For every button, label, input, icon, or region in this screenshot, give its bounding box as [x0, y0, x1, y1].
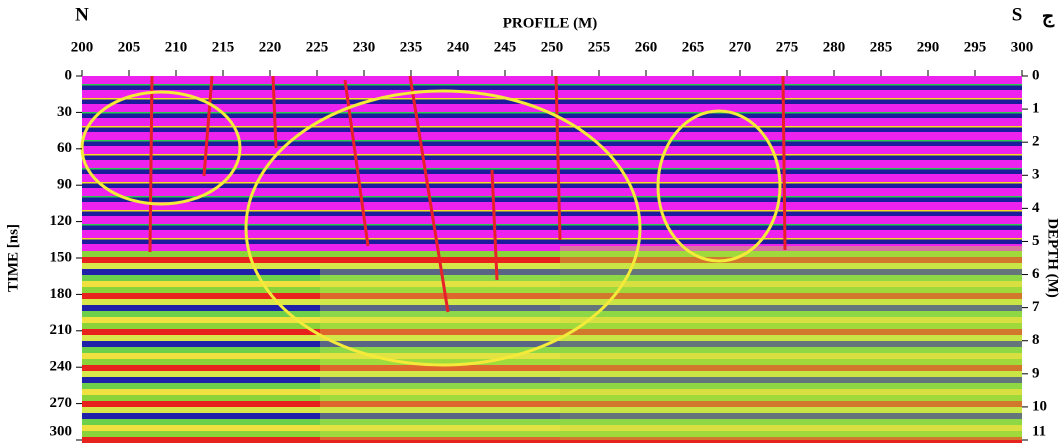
x-tick-label: 230 — [353, 39, 376, 55]
reflector-edge — [82, 224, 1022, 226]
reflector-edge — [82, 238, 1022, 240]
fault-line — [150, 76, 152, 252]
y2-axis-title: DEPTH (M) — [1045, 218, 1061, 298]
y2-tick-label: 0 — [1032, 67, 1040, 83]
x-tick-label: 275 — [776, 39, 799, 55]
y2-tick-label: 9 — [1032, 365, 1040, 381]
x-tick-label: 215 — [212, 39, 235, 55]
x-tick-label: 220 — [259, 39, 282, 55]
x-tick-label: 260 — [635, 39, 658, 55]
x-tick-label: 285 — [870, 39, 893, 55]
y2-tick-label: 10 — [1032, 398, 1047, 414]
y2-tick-label: 4 — [1032, 200, 1040, 216]
reflector-band — [82, 76, 1022, 84]
x-tick-label: 295 — [964, 39, 987, 55]
y2-tick-label: 5 — [1032, 233, 1040, 249]
y-tick-label: 270 — [50, 395, 73, 411]
reflector-band — [82, 202, 1022, 210]
x-tick-label: 250 — [541, 39, 564, 55]
y2-tick-label: 11 — [1032, 423, 1046, 439]
x-tick-label: 240 — [447, 39, 470, 55]
y2-tick-label: 6 — [1032, 266, 1040, 282]
radargram-image — [82, 76, 1022, 443]
y2-tick-label: 3 — [1032, 167, 1040, 183]
x-tick-label: 270 — [729, 39, 752, 55]
x-tick-label: 300 — [1011, 39, 1034, 55]
x-tick-label: 265 — [682, 39, 705, 55]
reflector-edge — [82, 168, 1022, 170]
north-label: N — [75, 4, 89, 25]
y-tick-label: 30 — [57, 104, 72, 120]
x-tick-label: 210 — [165, 39, 188, 55]
reflector-band — [82, 90, 1022, 98]
x-tick-label: 280 — [823, 39, 846, 55]
x-tick-label: 235 — [400, 39, 423, 55]
reflector-edge — [82, 126, 1022, 128]
y2-tick-label: 2 — [1032, 134, 1040, 150]
reflector-band — [82, 188, 1022, 196]
reflector-band — [82, 146, 1022, 154]
reflector-edge — [82, 196, 1022, 198]
south-label: S — [1012, 4, 1023, 25]
reflector-band — [82, 230, 1022, 238]
x-tick-label: 200 — [71, 39, 94, 55]
x-tick-label: 225 — [306, 39, 329, 55]
reflector-band — [82, 118, 1022, 126]
y-tick-label: 240 — [50, 359, 73, 375]
fault-line — [783, 76, 785, 250]
y2-tick-label: 7 — [1032, 299, 1040, 315]
y-axis-title: TIME [ns] — [5, 224, 21, 292]
x-tick-label: 290 — [917, 39, 940, 55]
panel-label: ج — [1042, 6, 1055, 27]
y2-tick-label: 8 — [1032, 332, 1040, 348]
reflector-band — [82, 216, 1022, 224]
reflector-edge — [82, 154, 1022, 156]
y-tick-label: 300 — [50, 423, 73, 439]
y-tick-label: 180 — [50, 286, 73, 302]
x-tick-label: 245 — [494, 39, 517, 55]
x-tick-label: 255 — [588, 39, 611, 55]
y-tick-label: 210 — [50, 322, 73, 338]
y-tick-label: 60 — [57, 140, 72, 156]
chart: N S ج PROFILE (M) TIME [ns] DEPTH (M) 20… — [0, 0, 1062, 445]
y-tick-label: 90 — [57, 177, 72, 193]
y-tick-label: 0 — [65, 67, 73, 83]
y-tick-label: 120 — [50, 213, 73, 229]
reflector-edge — [82, 84, 1022, 86]
y2-tick-label: 1 — [1032, 101, 1040, 117]
reflector-edge — [82, 210, 1022, 212]
x-tick-label: 205 — [118, 39, 141, 55]
x-axis-title: PROFILE (M) — [503, 15, 598, 31]
reflector-edge — [82, 140, 1022, 142]
reflector-edge — [82, 98, 1022, 100]
reflector-band — [82, 160, 1022, 168]
reflector-band — [82, 132, 1022, 140]
reflector-band — [82, 104, 1022, 112]
y-tick-label: 150 — [50, 249, 73, 265]
